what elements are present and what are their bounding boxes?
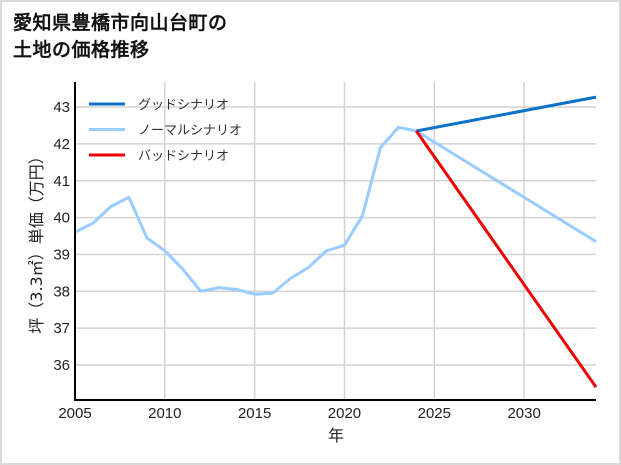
y-tick-label: 42: [53, 136, 70, 153]
y-tick-labels: 36 37 38 39 40 41 42 43: [53, 99, 70, 374]
series-line-0: [416, 95, 597, 133]
y-tick-label: 36: [53, 357, 70, 374]
series-line-2: [415, 130, 598, 388]
x-tick-label: 2015: [238, 405, 271, 422]
y-tick-label: 43: [53, 99, 70, 116]
legend-label: バッドシナリオ: [138, 149, 229, 164]
title-line-2: 土地の価格推移: [13, 39, 150, 61]
series-line-1: [74, 125, 597, 296]
series-lines: [74, 95, 598, 388]
legend-label: ノーマルシナリオ: [138, 124, 242, 139]
x-tick-label: 2020: [328, 405, 361, 422]
x-axis-title: 年: [328, 426, 344, 445]
x-tick-label: 2010: [148, 405, 181, 422]
y-tick-label: 40: [53, 210, 70, 227]
x-tick-label: 2005: [58, 405, 91, 422]
x-tick-label: 2025: [418, 405, 451, 422]
axes: [74, 82, 596, 401]
x-tick-label: 2030: [507, 405, 540, 422]
y-axis-title: 坪（3.3㎡）単価（万円）: [27, 148, 46, 333]
x-tick-labels: 2005 2010 2015 2020 2025 2030: [58, 405, 541, 422]
y-tick-label: 38: [53, 283, 70, 300]
legend-label: グッドシナリオ: [138, 98, 229, 113]
chart-title: 愛知県豊橋市向山台町の 土地の価格推移: [13, 10, 228, 64]
title-line-1: 愛知県豊橋市向山台町の: [13, 12, 228, 34]
y-tick-label: 39: [53, 246, 70, 263]
y-tick-label: 37: [53, 320, 70, 337]
y-tick-label: 41: [53, 173, 70, 190]
grid-lines: [74, 82, 596, 400]
